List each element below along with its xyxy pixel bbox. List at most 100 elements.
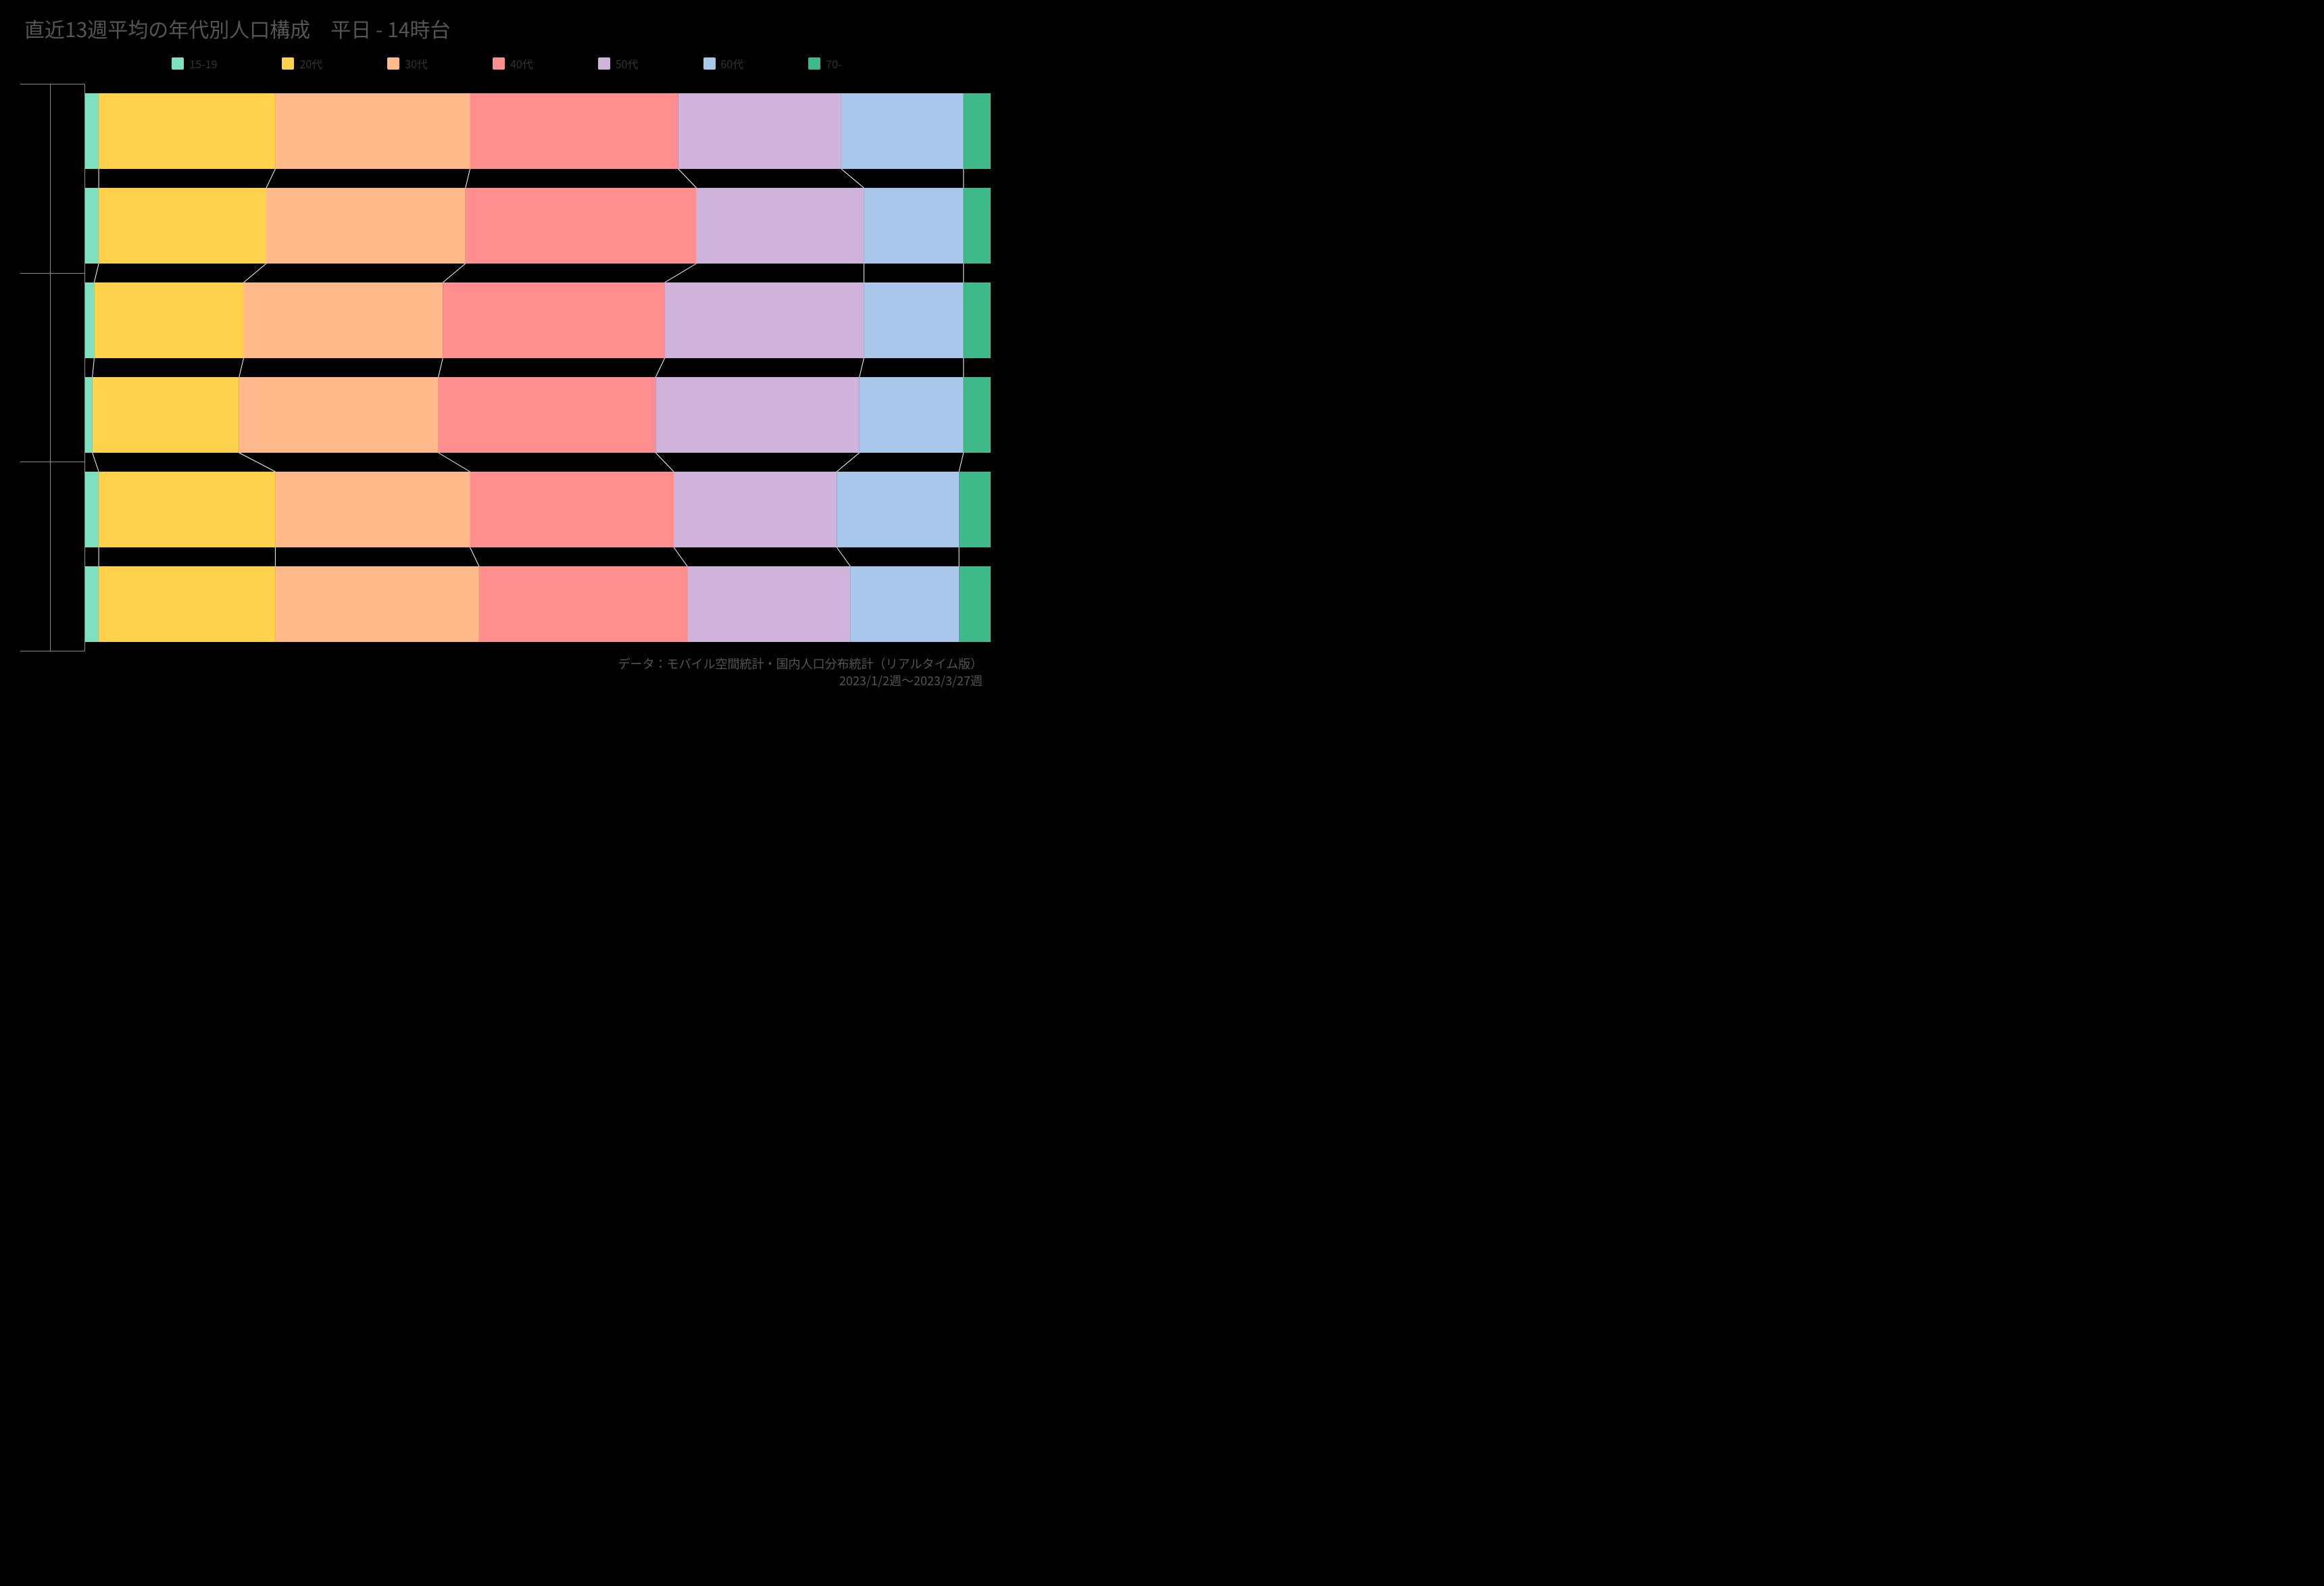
chart-area bbox=[20, 84, 993, 651]
legend-item: 40代 bbox=[493, 55, 533, 72]
legend-label: 20代 bbox=[299, 55, 322, 72]
legend-swatch bbox=[172, 57, 184, 70]
connector-line bbox=[93, 358, 95, 377]
sub-label bbox=[51, 274, 84, 368]
legend-label: 50代 bbox=[616, 55, 639, 72]
connector-line bbox=[656, 453, 674, 472]
bar-segment bbox=[678, 93, 841, 169]
connector-line bbox=[841, 169, 864, 188]
bars-svg bbox=[85, 84, 991, 651]
legend-swatch bbox=[387, 57, 399, 70]
sub-label bbox=[51, 557, 84, 651]
connector-line bbox=[239, 453, 276, 472]
bar-segment bbox=[964, 188, 991, 264]
sub-label bbox=[51, 462, 84, 556]
legend-swatch bbox=[703, 57, 716, 70]
legend-swatch bbox=[808, 57, 820, 70]
connector-line bbox=[678, 169, 697, 188]
bar-segment bbox=[687, 566, 850, 642]
connector-line bbox=[439, 453, 470, 472]
bar-segment bbox=[864, 282, 963, 358]
credit-range: 2023/1/2週〜2023/3/27週 bbox=[20, 672, 983, 689]
bar-segment bbox=[674, 472, 837, 547]
bar-segment bbox=[85, 566, 99, 642]
y-group bbox=[20, 462, 84, 651]
bar-segment bbox=[841, 93, 964, 169]
sub-label bbox=[51, 178, 84, 272]
bar-segment bbox=[275, 93, 470, 169]
connector-line bbox=[665, 264, 697, 282]
connector-line bbox=[244, 264, 267, 282]
bar-segment bbox=[850, 566, 959, 642]
bar-segment bbox=[99, 93, 275, 169]
connector-line bbox=[674, 547, 687, 566]
bar-segment bbox=[837, 472, 959, 547]
connector-line bbox=[656, 358, 664, 377]
chart-container: 直近13週平均の年代別人口構成 平日 - 14時台 15-19 20代 30代 40代… bbox=[0, 0, 1014, 710]
bar-segment bbox=[93, 377, 239, 453]
connector-line bbox=[470, 547, 479, 566]
legend-swatch bbox=[282, 57, 294, 70]
bar-segment bbox=[275, 566, 479, 642]
connector-line bbox=[860, 358, 864, 377]
y-group bbox=[20, 84, 84, 273]
credits: データ：モバイル空間統計・国内人口分布統計（リアルタイム版） 2023/1/2週… bbox=[20, 655, 993, 689]
connector-line bbox=[266, 169, 275, 188]
bar-segment bbox=[99, 566, 275, 642]
legend: 15-19 20代 30代 40代 50代 60代 70- bbox=[20, 55, 993, 72]
bar-segment bbox=[656, 377, 859, 453]
legend-label: 40代 bbox=[510, 55, 533, 72]
bar-segment bbox=[964, 377, 991, 453]
bar-segment bbox=[470, 472, 674, 547]
bar-segment bbox=[85, 377, 93, 453]
bar-segment bbox=[439, 377, 656, 453]
connector-line bbox=[466, 169, 470, 188]
bar-segment bbox=[239, 377, 439, 453]
sub-label bbox=[51, 368, 84, 462]
legend-label: 15-19 bbox=[189, 55, 217, 72]
bar-segment bbox=[959, 566, 991, 642]
chart-title: 直近13週平均の年代別人口構成 平日 - 14時台 bbox=[24, 14, 993, 43]
bar-segment bbox=[964, 282, 991, 358]
bar-segment bbox=[275, 472, 470, 547]
bar-segment bbox=[266, 188, 466, 264]
bar-segment bbox=[443, 282, 664, 358]
legend-item: 50代 bbox=[598, 55, 639, 72]
bar-segment bbox=[860, 377, 964, 453]
bar-segment bbox=[470, 93, 678, 169]
legend-item: 15-19 bbox=[172, 55, 217, 72]
bar-segment bbox=[864, 188, 963, 264]
legend-label: 60代 bbox=[721, 55, 744, 72]
legend-label: 70- bbox=[826, 55, 841, 72]
connector-line bbox=[443, 264, 466, 282]
y-axis-labels bbox=[20, 84, 85, 651]
bar-segment bbox=[85, 472, 99, 547]
bar-segment bbox=[85, 188, 99, 264]
bar-segment bbox=[964, 93, 991, 169]
bar-segment bbox=[665, 282, 864, 358]
bar-segment bbox=[85, 282, 94, 358]
bar-segment bbox=[85, 93, 99, 169]
bar-segment bbox=[697, 188, 864, 264]
bar-segment bbox=[99, 472, 275, 547]
connector-line bbox=[837, 453, 860, 472]
legend-label: 30代 bbox=[405, 55, 428, 72]
connector-line bbox=[959, 453, 964, 472]
connector-line bbox=[94, 264, 99, 282]
legend-item: 30代 bbox=[387, 55, 428, 72]
sub-label bbox=[51, 84, 84, 178]
bar-segment bbox=[94, 282, 243, 358]
legend-item: 70- bbox=[808, 55, 841, 72]
connector-line bbox=[439, 358, 443, 377]
bar-segment bbox=[959, 472, 991, 547]
connector-line bbox=[837, 547, 850, 566]
legend-swatch bbox=[598, 57, 610, 70]
bar-segment bbox=[99, 188, 266, 264]
connector-line bbox=[239, 358, 244, 377]
bar-segment bbox=[244, 282, 443, 358]
credit-source: データ：モバイル空間統計・国内人口分布統計（リアルタイム版） bbox=[20, 655, 983, 672]
connector-line bbox=[93, 453, 99, 472]
legend-swatch bbox=[493, 57, 505, 70]
y-group bbox=[20, 273, 84, 462]
legend-item: 20代 bbox=[282, 55, 322, 72]
